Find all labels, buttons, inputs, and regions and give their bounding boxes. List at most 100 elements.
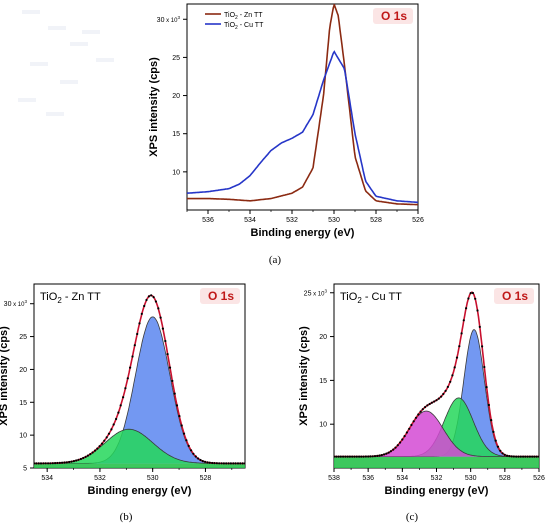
data-point: [380, 454, 383, 457]
data-point: [353, 455, 356, 458]
data-point: [471, 291, 474, 295]
peak-tertiary-fill: [334, 411, 539, 457]
data-point: [378, 454, 381, 457]
data-point: [485, 386, 488, 389]
data-point: [168, 366, 172, 369]
y-multiplier: x 10: [311, 291, 325, 297]
faint-mark: [96, 58, 114, 62]
chart-panel-b: 534 532 530 528 5 10 15 20 25 30 x 103 Binding ene…: [0, 283, 246, 497]
sample-label: TiO2 - Zn TT: [40, 291, 101, 305]
data-point: [417, 413, 420, 416]
data-point: [110, 428, 113, 431]
data-point: [145, 298, 148, 302]
y-tick-label: 25: [172, 55, 180, 62]
data-point: [138, 322, 141, 325]
data-point: [399, 441, 402, 444]
data-point: [234, 462, 237, 465]
data-point: [126, 377, 129, 380]
sample-rest: - Cu TT: [362, 291, 402, 303]
data-point: [358, 455, 361, 458]
x-tick-label: 532: [431, 475, 443, 482]
data-point: [199, 458, 202, 462]
data-point: [77, 458, 80, 461]
data-point: [467, 297, 470, 300]
data-point: [496, 445, 500, 448]
data-point: [348, 455, 351, 458]
legend-subscript: 2: [235, 25, 238, 31]
data-point: [460, 332, 463, 335]
data-point: [364, 455, 367, 458]
data-point: [401, 438, 404, 441]
x-tick-label: 536: [362, 475, 374, 482]
peak-label-highlight: [373, 8, 413, 24]
data-point: [437, 397, 440, 400]
y-axis-label: XPS intensity (cps): [298, 326, 310, 426]
data-point: [159, 316, 162, 319]
data-point: [367, 455, 370, 458]
data-point: [346, 455, 349, 458]
data-point: [91, 451, 94, 454]
data-point: [478, 325, 481, 328]
data-point: [428, 402, 431, 406]
plot-frame: [186, 3, 419, 211]
data-point: [190, 449, 193, 452]
data-point: [421, 408, 424, 411]
data-point: [483, 365, 486, 369]
x-axis-label: Binding energy (eV): [88, 485, 192, 497]
peak-secondary-fill: [34, 429, 245, 464]
y-tick-label: 5: [23, 466, 27, 473]
data-point: [389, 450, 392, 453]
data-point: [335, 455, 338, 458]
data-point: [410, 423, 413, 427]
faint-mark: [22, 10, 40, 14]
data-point: [72, 460, 75, 463]
data-point: [383, 453, 386, 456]
y-tick-label: 15: [319, 378, 327, 385]
data-point: [394, 446, 397, 449]
data-point: [70, 460, 73, 463]
y-tick-label: 20: [319, 334, 327, 341]
faint-mark: [46, 112, 64, 116]
y-exponent: 3: [324, 288, 327, 293]
y-tick-label: 25: [19, 334, 27, 341]
data-point: [433, 400, 436, 403]
data-point: [34, 462, 36, 465]
data-point: [426, 404, 429, 407]
data-point: [117, 411, 120, 414]
legend-entry: TiO2 - Zn TT: [224, 12, 263, 21]
data-point: [208, 461, 211, 464]
data-point: [222, 462, 225, 465]
data-point: [465, 307, 468, 310]
data-point: [360, 455, 363, 458]
data-point: [58, 461, 61, 464]
x-tick-label: 530: [328, 217, 340, 224]
data-point: [519, 455, 522, 458]
plot-area: [34, 294, 245, 468]
data-point: [103, 439, 106, 442]
data-point: [96, 447, 99, 450]
x-axis-label: Binding energy (eV): [251, 227, 355, 239]
y-exponent: 3: [24, 299, 27, 304]
y-tick-label: 10: [19, 433, 27, 440]
data-point: [455, 356, 459, 359]
data-point: [220, 462, 223, 465]
x-tick-label: 532: [286, 217, 298, 224]
data-point: [68, 460, 71, 464]
data-point: [115, 417, 118, 421]
data-point: [487, 403, 490, 407]
data-point: [236, 462, 240, 465]
y-tick-label: 25 x 103: [304, 288, 328, 297]
data-point: [528, 455, 532, 458]
faint-mark: [82, 30, 100, 34]
data-point: [185, 439, 188, 442]
x-tick-label: 534: [41, 475, 53, 482]
data-point: [225, 462, 228, 465]
data-point: [211, 461, 214, 465]
data-point: [371, 455, 374, 458]
chart-panel-a: 536 534 532 530 528 526 10 15 20 25 30 x 103 Bindin…: [148, 3, 424, 239]
data-point: [476, 309, 479, 312]
data-point: [197, 457, 200, 460]
data-point: [510, 455, 513, 458]
data-point: [537, 455, 539, 458]
data-point: [89, 453, 92, 456]
